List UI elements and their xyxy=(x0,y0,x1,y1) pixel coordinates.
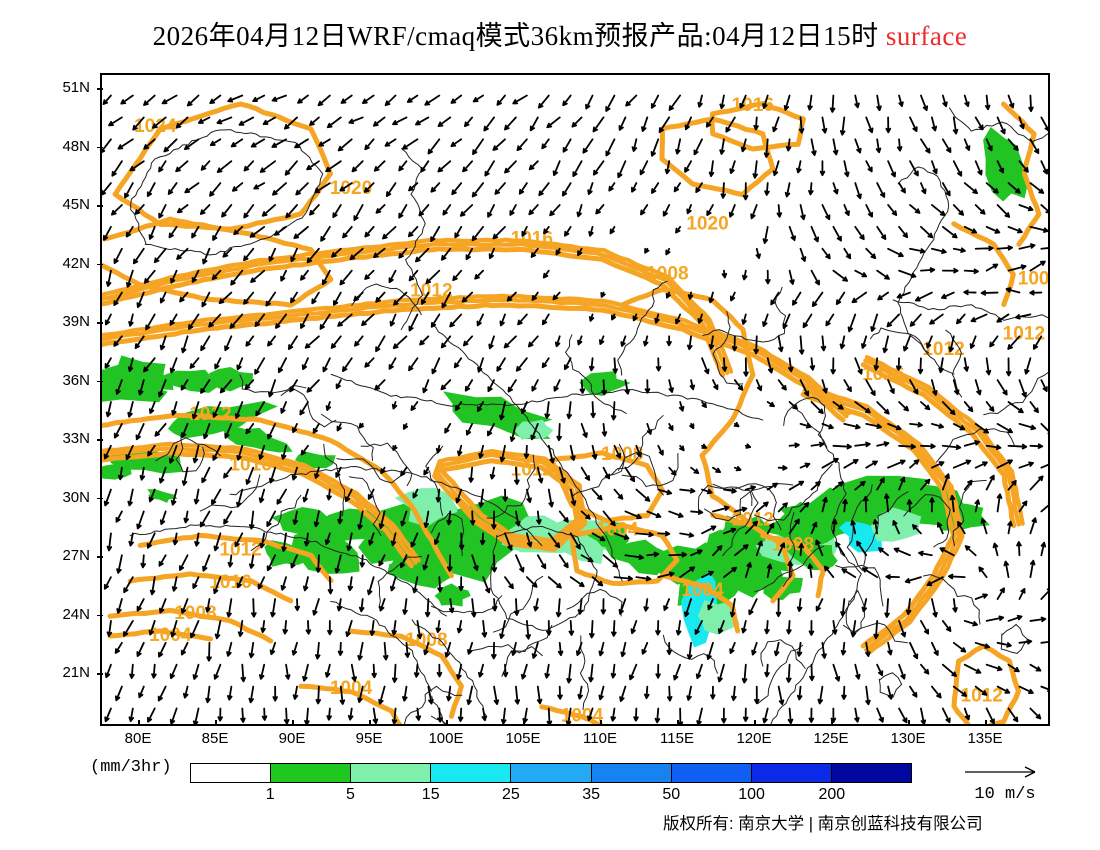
svg-text:1008: 1008 xyxy=(772,535,815,556)
svg-text:1008: 1008 xyxy=(1018,269,1050,290)
svg-text:1004: 1004 xyxy=(149,625,192,646)
svg-text:1008: 1008 xyxy=(174,603,217,624)
svg-text:1004: 1004 xyxy=(330,678,373,699)
svg-text:1004: 1004 xyxy=(681,580,724,601)
svg-text:1020: 1020 xyxy=(686,213,728,234)
svg-text:1012: 1012 xyxy=(219,540,261,561)
